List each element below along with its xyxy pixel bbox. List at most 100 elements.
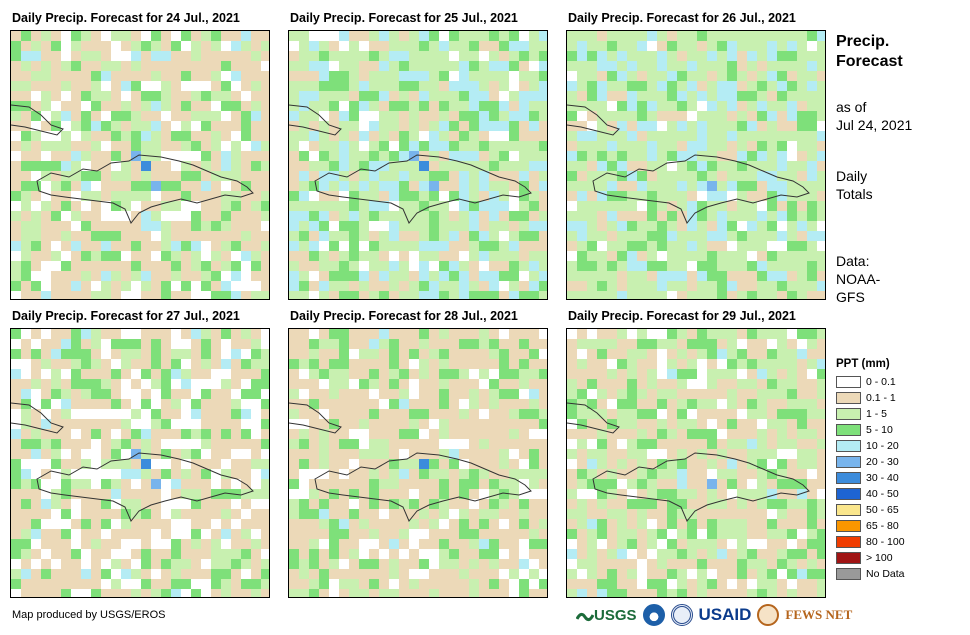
precip-cell <box>687 251 697 261</box>
precip-cell <box>617 409 627 419</box>
precip-cell <box>369 489 379 499</box>
precip-cell <box>687 131 697 141</box>
precip-cell <box>211 409 221 419</box>
precip-cell <box>91 221 101 231</box>
precip-cell <box>251 111 261 121</box>
map-panel-5[interactable] <box>288 328 548 598</box>
precip-cell <box>617 539 627 549</box>
precip-cell <box>627 121 637 131</box>
precip-cell <box>767 101 777 111</box>
precip-cell <box>499 241 509 251</box>
precip-cell <box>121 291 131 299</box>
precip-cell <box>389 349 399 359</box>
precip-cell <box>597 369 607 379</box>
precip-cell <box>81 141 91 151</box>
precip-cell <box>31 579 41 589</box>
precip-cell <box>211 509 221 519</box>
map-panel-4[interactable] <box>10 328 270 598</box>
precip-cell <box>637 221 647 231</box>
precip-cell <box>697 479 707 489</box>
precip-cell <box>499 101 509 111</box>
precip-cell <box>409 519 419 529</box>
data-source-line2: GFS <box>836 289 865 305</box>
precip-cell <box>807 449 817 459</box>
precip-cell <box>31 201 41 211</box>
precip-cell <box>577 161 587 171</box>
precip-cell <box>329 449 339 459</box>
precip-cell <box>419 171 429 181</box>
precip-cell <box>787 141 797 151</box>
precip-cell <box>319 339 329 349</box>
precip-cell <box>509 261 519 271</box>
precip-cell <box>429 241 439 251</box>
precip-cell <box>241 369 251 379</box>
precip-cell <box>51 81 61 91</box>
precip-cell <box>61 499 71 509</box>
precip-cell <box>817 101 825 111</box>
precip-cell <box>339 419 349 429</box>
precip-cell <box>767 469 777 479</box>
map-panel-3[interactable] <box>566 30 826 300</box>
precip-cell <box>627 61 637 71</box>
precip-cell <box>697 271 707 281</box>
precip-cell <box>647 121 657 131</box>
precip-cell <box>607 569 617 579</box>
precip-cell <box>409 569 419 579</box>
precip-cell <box>91 539 101 549</box>
precip-cell <box>71 369 81 379</box>
precip-cell <box>687 349 697 359</box>
precip-cell <box>419 181 429 191</box>
precip-cell <box>667 589 677 597</box>
precip-cell <box>777 569 787 579</box>
precip-cell <box>161 389 171 399</box>
precip-cell <box>429 221 439 231</box>
precip-cell <box>419 201 429 211</box>
precip-cell <box>747 101 757 111</box>
precip-cell <box>577 51 587 61</box>
precip-cell <box>101 101 111 111</box>
precip-cell <box>379 399 389 409</box>
map-panel-2[interactable] <box>288 30 548 300</box>
precip-cell <box>519 251 529 261</box>
precip-cell <box>727 251 737 261</box>
precip-cell <box>489 419 499 429</box>
precip-cell <box>21 71 31 81</box>
precip-cell <box>31 241 41 251</box>
precip-cell <box>697 339 707 349</box>
precip-cell <box>299 131 309 141</box>
precip-cell <box>677 369 687 379</box>
precip-cell <box>379 589 389 597</box>
precip-cell <box>489 81 499 91</box>
precip-cell <box>111 151 121 161</box>
precip-cell <box>319 51 329 61</box>
precip-cell <box>111 509 121 519</box>
precip-cell <box>339 71 349 81</box>
map-panel-1[interactable] <box>10 30 270 300</box>
precip-cell <box>697 549 707 559</box>
precip-cell <box>51 251 61 261</box>
precip-cell <box>539 589 547 597</box>
precip-cell <box>111 231 121 241</box>
precip-cell <box>707 479 717 489</box>
precip-cell <box>91 509 101 519</box>
precip-cell <box>409 201 419 211</box>
map-panel-6[interactable] <box>566 328 826 598</box>
precip-cell <box>61 101 71 111</box>
precip-cell <box>221 469 231 479</box>
precip-cell <box>61 559 71 569</box>
precip-cell <box>21 329 31 339</box>
precip-cell <box>657 379 667 389</box>
precip-cell <box>71 101 81 111</box>
data-label: Data: <box>836 253 870 269</box>
precip-cell <box>261 71 269 81</box>
precip-cell <box>539 71 547 81</box>
precip-cell <box>399 121 409 131</box>
precip-cell <box>251 121 261 131</box>
precip-cell <box>399 579 409 589</box>
precip-cell <box>111 569 121 579</box>
precip-cell <box>289 539 299 549</box>
precip-cell <box>399 201 409 211</box>
precip-cell <box>261 509 269 519</box>
precip-cell <box>329 499 339 509</box>
precip-cell <box>807 429 817 439</box>
